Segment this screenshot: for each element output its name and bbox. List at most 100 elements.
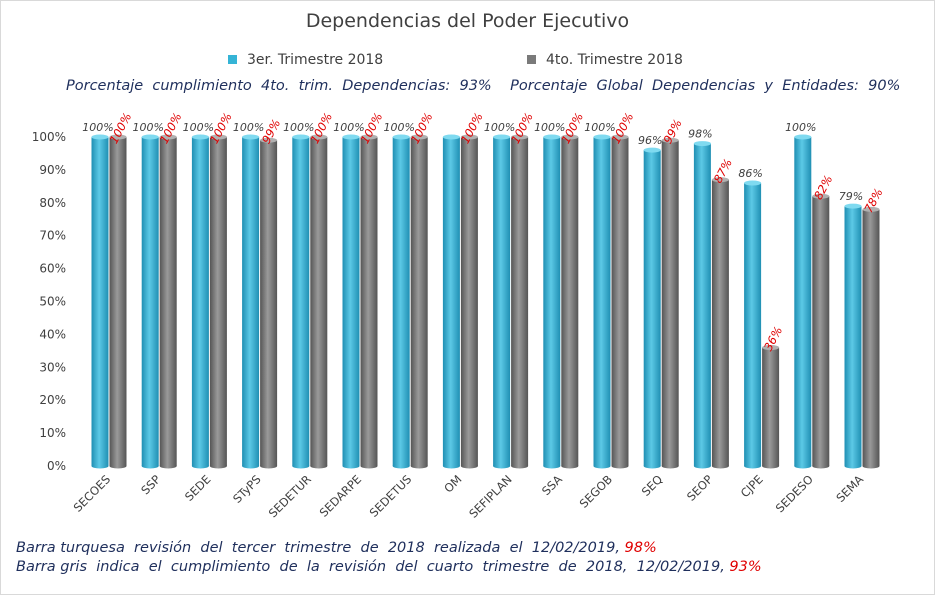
bar-top (191, 134, 209, 140)
bar-base (410, 463, 428, 469)
bar-top (511, 134, 529, 140)
x-category-label: SEGOB (577, 472, 616, 511)
data-label-q3: 100% (283, 121, 314, 134)
data-label-q3: 100% (484, 121, 515, 134)
bar-q4 (862, 209, 880, 466)
y-tick-label: 70% (39, 229, 66, 243)
y-tick-label: 100% (32, 130, 66, 144)
bar-base (561, 463, 579, 469)
bar-top (693, 141, 711, 147)
bar-base (643, 463, 661, 469)
bar-q3 (91, 137, 109, 466)
y-tick-label: 50% (39, 295, 66, 309)
x-category-label: SEDESO (773, 472, 816, 515)
bar-q4 (410, 137, 428, 466)
bar-base (711, 463, 729, 469)
bar-base (109, 463, 127, 469)
legend-swatch-q3 (228, 54, 237, 64)
bar-base (442, 463, 460, 469)
data-label-q3: 100% (383, 121, 414, 134)
bar-top (310, 134, 328, 140)
note-q4-text: Barra gris indica el cumplimiento de la … (16, 559, 730, 575)
bar-base (693, 463, 711, 469)
data-label-q4: 82% (811, 173, 835, 202)
bar-base (794, 463, 812, 469)
bar-top (611, 134, 629, 140)
y-tick-label: 20% (39, 393, 66, 407)
bar-top (242, 134, 260, 140)
bar-q4 (511, 137, 529, 466)
bar-top (844, 203, 862, 209)
bar-base (611, 463, 629, 469)
data-label-q3: 100% (584, 121, 615, 134)
bar-top (794, 134, 812, 140)
bar-top (91, 134, 109, 140)
bar-base (310, 463, 328, 469)
bar-base (493, 463, 511, 469)
bar-top (410, 134, 428, 140)
x-category-label: SECOES (71, 472, 114, 515)
note-q4-percent: 93% (729, 559, 762, 575)
bar-q3 (141, 137, 159, 466)
data-label-q4: 78% (861, 186, 885, 215)
data-label-q3: 100% (333, 121, 364, 134)
bar-top (342, 134, 360, 140)
x-category-label: SEFIPLAN (466, 472, 515, 521)
bar-base (392, 463, 410, 469)
bar-q3 (794, 137, 812, 466)
bar-base (762, 463, 780, 469)
bar-q4 (561, 137, 579, 466)
bar-base (661, 463, 679, 469)
bar-q4 (661, 140, 679, 467)
bar-q4 (260, 140, 278, 467)
bar-top (493, 134, 511, 140)
bar-base (159, 463, 177, 469)
bar-base (744, 463, 762, 469)
bar-base (511, 463, 529, 469)
bar-q4 (812, 196, 830, 466)
data-label-q3: 98% (688, 128, 712, 141)
legend-item-q3: 3er. Trimestre 2018 (228, 52, 383, 68)
bar-q3 (191, 137, 209, 466)
y-tick-label: 60% (39, 262, 66, 276)
bar-top (442, 134, 460, 140)
x-category-label: SEDARPE (317, 472, 365, 520)
y-tick-label: 0% (47, 459, 66, 473)
bar-top (711, 177, 729, 183)
bar-q3 (442, 137, 460, 466)
bar-q3 (593, 137, 611, 466)
bar-top (561, 134, 579, 140)
chart-title: Dependencias del Poder Ejecutivo (305, 10, 630, 32)
bar-base (209, 463, 227, 469)
y-tick-label: 80% (39, 196, 66, 210)
bar-q3 (543, 137, 561, 466)
note-q3-percent: 98% (624, 540, 657, 556)
y-tick-label: 30% (39, 360, 66, 374)
bar-q4 (159, 137, 177, 466)
note-q3: Barra turquesa revisión del tercer trime… (16, 540, 657, 556)
x-category-label: SEOP (684, 472, 716, 504)
bar-q4 (310, 137, 328, 466)
bar-base (91, 463, 109, 469)
bar-base (460, 463, 478, 469)
x-category-label: CJPE (738, 472, 766, 500)
data-label-q4: 36% (761, 324, 785, 353)
bar-top (460, 134, 478, 140)
bar-q3 (242, 137, 260, 466)
data-label-q4: 87% (711, 156, 735, 185)
x-category-label: SSA (539, 472, 565, 498)
bar-q3 (392, 137, 410, 466)
bar-q4 (460, 137, 478, 466)
bar-q3 (844, 206, 862, 466)
bar-base (342, 463, 360, 469)
x-category-label: SEDETUS (367, 472, 415, 520)
bar-base (862, 463, 880, 469)
data-label-q3: 100% (82, 121, 113, 134)
bar-top (762, 345, 780, 351)
data-label-q3: 96% (638, 134, 662, 147)
bar-top (661, 137, 679, 143)
bar-top (744, 180, 762, 186)
bar-q4 (762, 347, 780, 466)
data-label-q3: 100% (233, 121, 264, 134)
x-category-label: OM (441, 472, 464, 495)
